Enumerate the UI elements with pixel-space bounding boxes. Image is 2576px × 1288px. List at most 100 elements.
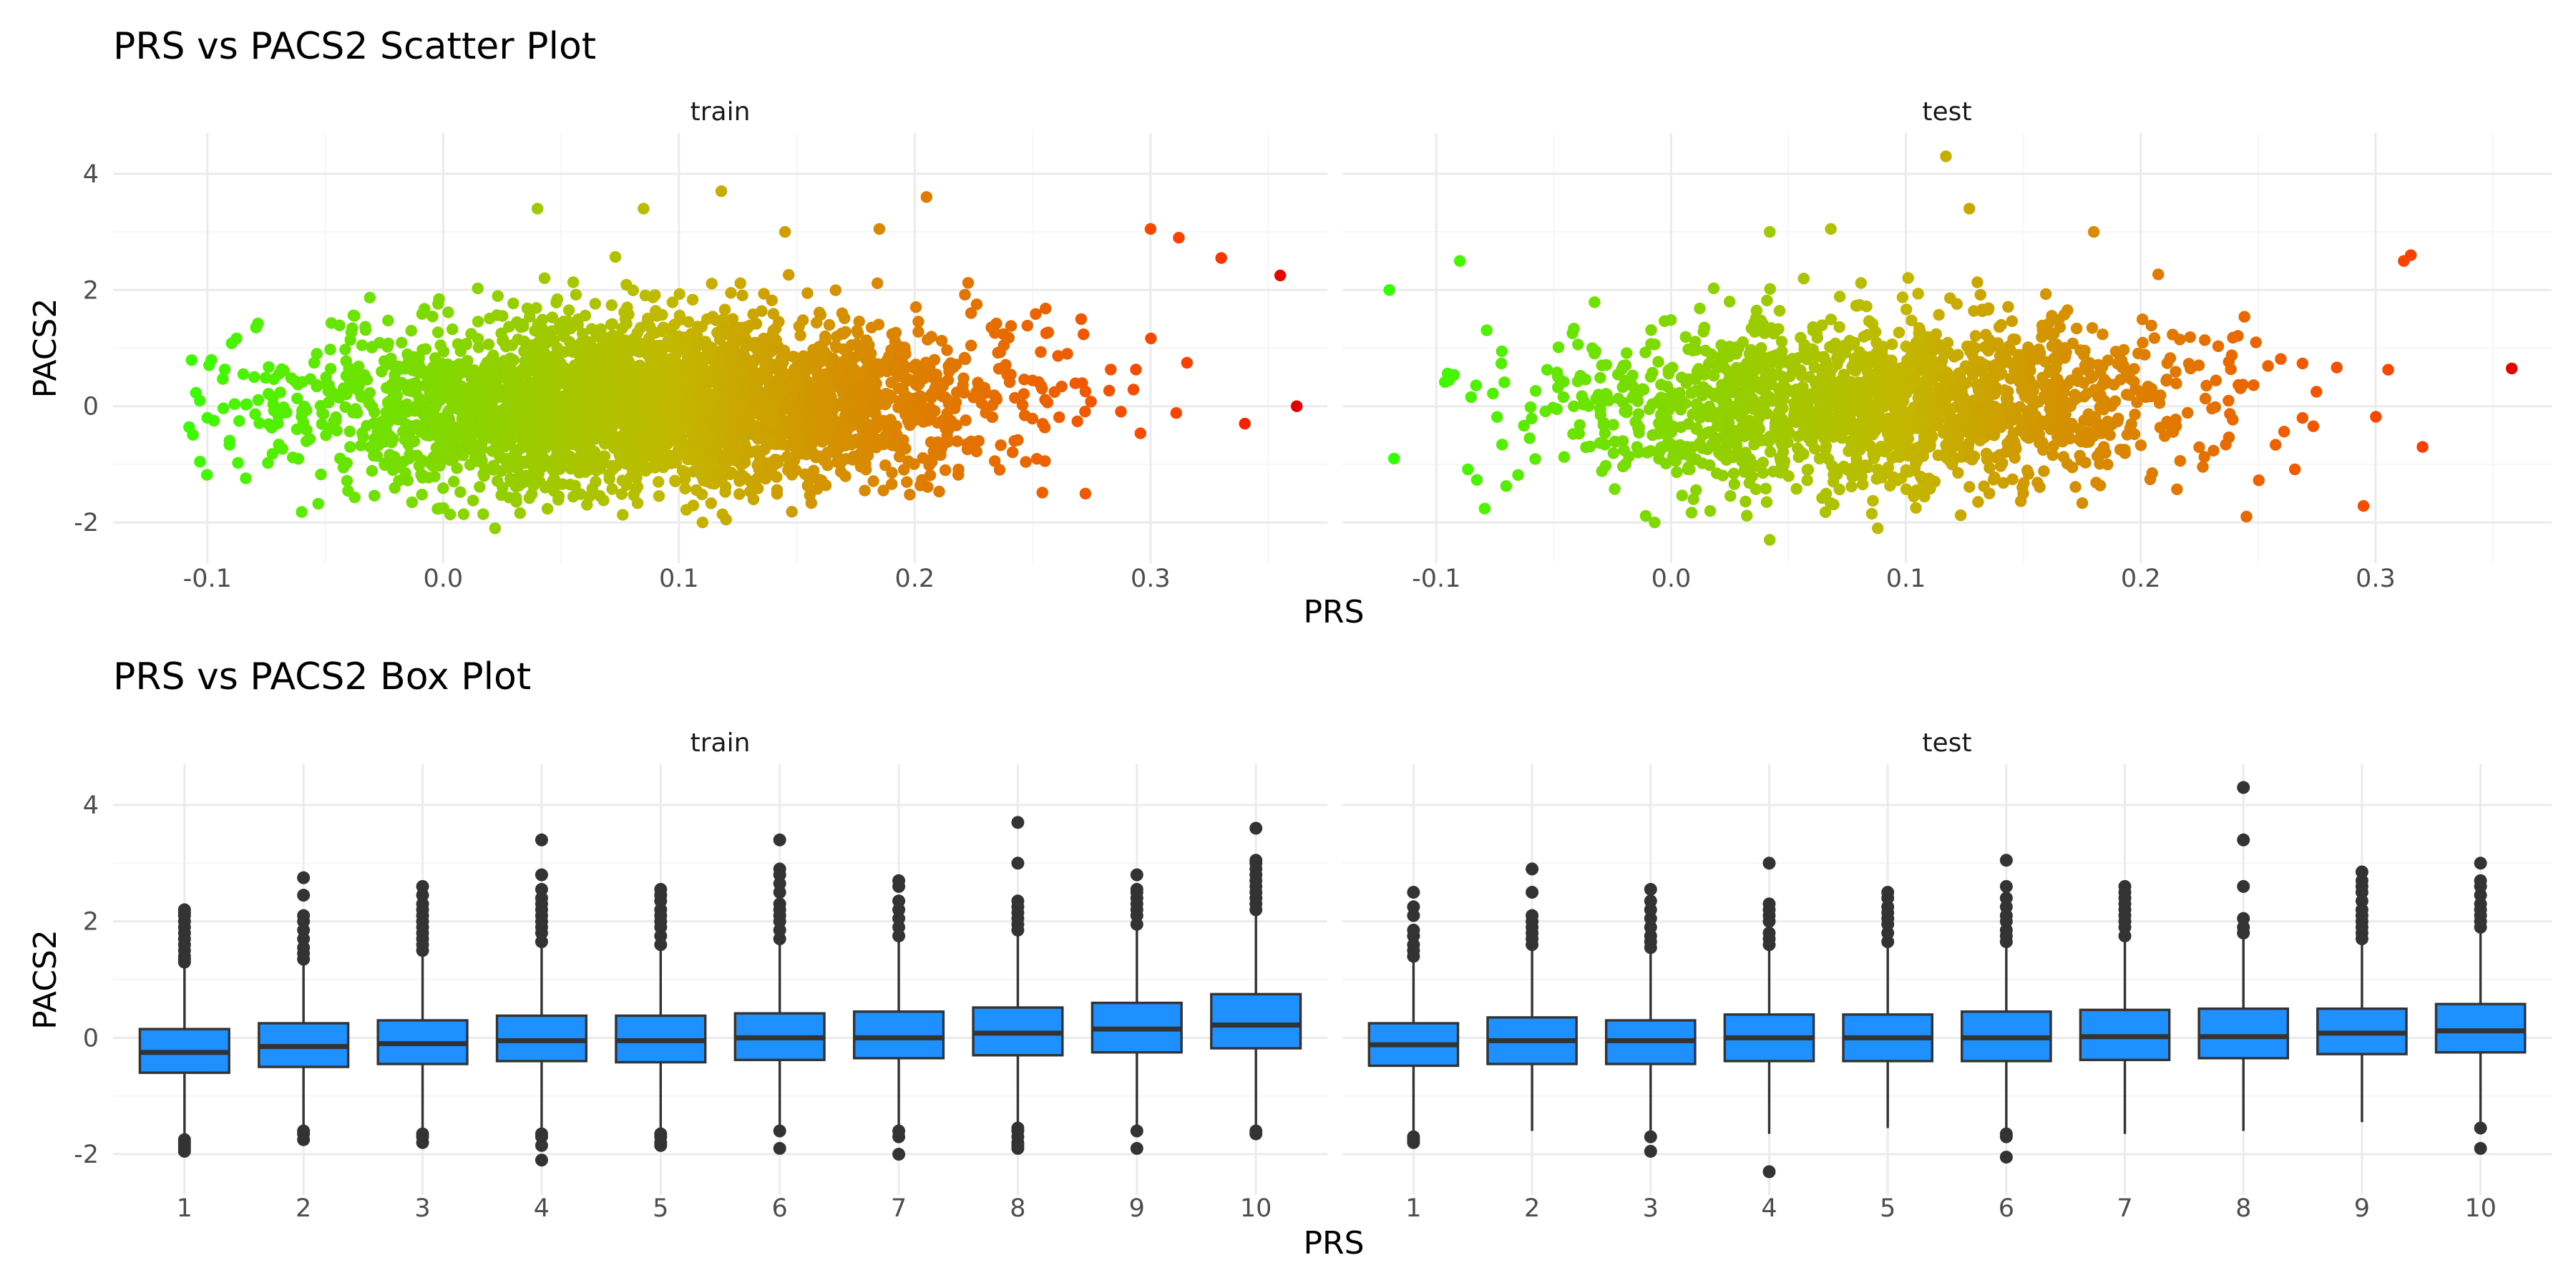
scatter-point bbox=[864, 377, 876, 390]
scatter-point bbox=[2046, 449, 2059, 462]
scatter-plot-title: PRS vs PACS2 Scatter Plot bbox=[113, 25, 596, 68]
scatter-point bbox=[413, 392, 426, 404]
scatter-point bbox=[567, 276, 580, 288]
scatter-point bbox=[517, 321, 530, 333]
scatter-point bbox=[1690, 398, 1702, 410]
scatter-point bbox=[793, 320, 805, 333]
scatter-point bbox=[1819, 506, 1832, 518]
scatter-point bbox=[904, 489, 916, 501]
scatter-point bbox=[451, 402, 463, 414]
scatter-point bbox=[761, 396, 774, 409]
scatter-point bbox=[2311, 386, 2323, 398]
scatter-point bbox=[2170, 377, 2182, 390]
scatter-point bbox=[696, 454, 708, 467]
scatter-point bbox=[853, 380, 866, 392]
scatter-point bbox=[734, 277, 746, 289]
scatter-point bbox=[919, 356, 932, 369]
scatter-point bbox=[497, 310, 509, 322]
scatter-point bbox=[518, 335, 530, 348]
scatter-point bbox=[1707, 282, 1720, 295]
scatter-point bbox=[2039, 288, 2052, 301]
scatter-point bbox=[1975, 378, 1987, 391]
scatter-point bbox=[679, 482, 691, 494]
scatter-point bbox=[813, 306, 826, 318]
scatter-point bbox=[359, 321, 371, 333]
scatter-point bbox=[1671, 466, 1683, 479]
scatter-point bbox=[1144, 223, 1157, 235]
scatter-point bbox=[899, 442, 912, 455]
scatter-point bbox=[912, 372, 924, 384]
scatter-point bbox=[406, 356, 418, 369]
scatter-point bbox=[1607, 419, 1619, 431]
scatter-point bbox=[233, 415, 245, 427]
scatter-point bbox=[419, 343, 432, 355]
scatter-point bbox=[505, 475, 517, 488]
scatter-point bbox=[718, 303, 731, 316]
scatter-point bbox=[1801, 464, 1813, 476]
scatter-point bbox=[613, 395, 625, 408]
scatter-point bbox=[2076, 497, 2089, 509]
scatter-point bbox=[482, 338, 495, 351]
scatter-point bbox=[901, 476, 913, 488]
scatter-point bbox=[1902, 272, 1914, 284]
scatter-point bbox=[1498, 376, 1511, 389]
scatter-point bbox=[280, 406, 293, 419]
scatter-point bbox=[766, 417, 779, 429]
scatter-point bbox=[489, 522, 501, 535]
scatter-point bbox=[638, 434, 651, 446]
scatter-point bbox=[1568, 400, 1580, 412]
scatter-point bbox=[484, 422, 496, 434]
scatter-point bbox=[1898, 414, 1911, 426]
scatter-point bbox=[501, 419, 513, 431]
scatter-point bbox=[2223, 431, 2235, 444]
scatter-point bbox=[448, 475, 460, 488]
scatter-point bbox=[1016, 399, 1029, 411]
scatter-point bbox=[2058, 395, 2070, 407]
scatter-point bbox=[758, 332, 770, 345]
scatter-point bbox=[2125, 418, 2137, 430]
scatter-point bbox=[1574, 419, 1586, 431]
scatter-point bbox=[651, 308, 663, 320]
scatter-point bbox=[371, 450, 384, 462]
scatter-point bbox=[698, 434, 710, 446]
scatter-point bbox=[442, 306, 454, 318]
scatter-point bbox=[824, 358, 837, 370]
scatter-point bbox=[2212, 340, 2225, 352]
scatter-point bbox=[1760, 496, 1773, 508]
scatter-point bbox=[1662, 368, 1675, 380]
scatter-point bbox=[339, 343, 351, 356]
scatter-point bbox=[2094, 446, 2107, 458]
scatter-point bbox=[532, 336, 545, 348]
scatter-point bbox=[185, 354, 197, 366]
scatter-point bbox=[617, 509, 629, 521]
scatter-point bbox=[1500, 480, 1513, 492]
scatter-point bbox=[720, 513, 732, 526]
scatter-point bbox=[426, 311, 439, 323]
scatter-point bbox=[990, 391, 1002, 404]
scatter-point bbox=[1030, 308, 1042, 320]
scatter-point bbox=[766, 460, 779, 473]
scatter-point bbox=[886, 467, 898, 479]
scatter-point bbox=[296, 506, 308, 518]
scatter-point bbox=[354, 371, 366, 383]
scatter-point bbox=[1572, 338, 1584, 351]
scatter-point bbox=[771, 340, 784, 352]
scatter-point bbox=[597, 364, 610, 376]
scatter-point bbox=[597, 457, 610, 469]
scatter-point bbox=[1053, 411, 1065, 424]
scatter-point bbox=[1997, 477, 2009, 489]
scatter-point bbox=[454, 486, 467, 498]
scatter-point bbox=[500, 371, 513, 384]
scatter-point bbox=[2193, 441, 2205, 454]
scatter-point bbox=[1558, 451, 1571, 463]
scatter-point bbox=[845, 439, 858, 451]
scatter-point bbox=[863, 345, 875, 358]
scatter-point bbox=[1036, 487, 1048, 499]
scatter-point bbox=[710, 469, 722, 482]
scatter-point bbox=[853, 316, 865, 328]
scatter-point bbox=[1526, 412, 1538, 424]
scatter-point bbox=[546, 373, 558, 385]
scatter-point bbox=[1792, 451, 1805, 463]
scatter-point bbox=[911, 411, 923, 424]
scatter-point bbox=[1801, 474, 1813, 487]
